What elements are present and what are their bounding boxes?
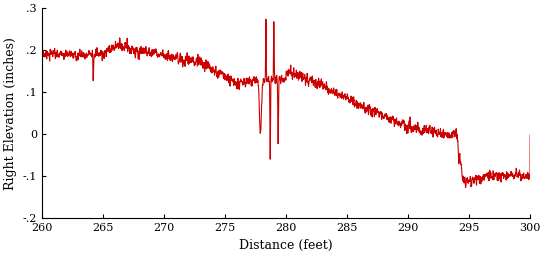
X-axis label: Distance (feet): Distance (feet)	[239, 239, 333, 252]
Y-axis label: Right Elevation (inches): Right Elevation (inches)	[4, 37, 17, 190]
